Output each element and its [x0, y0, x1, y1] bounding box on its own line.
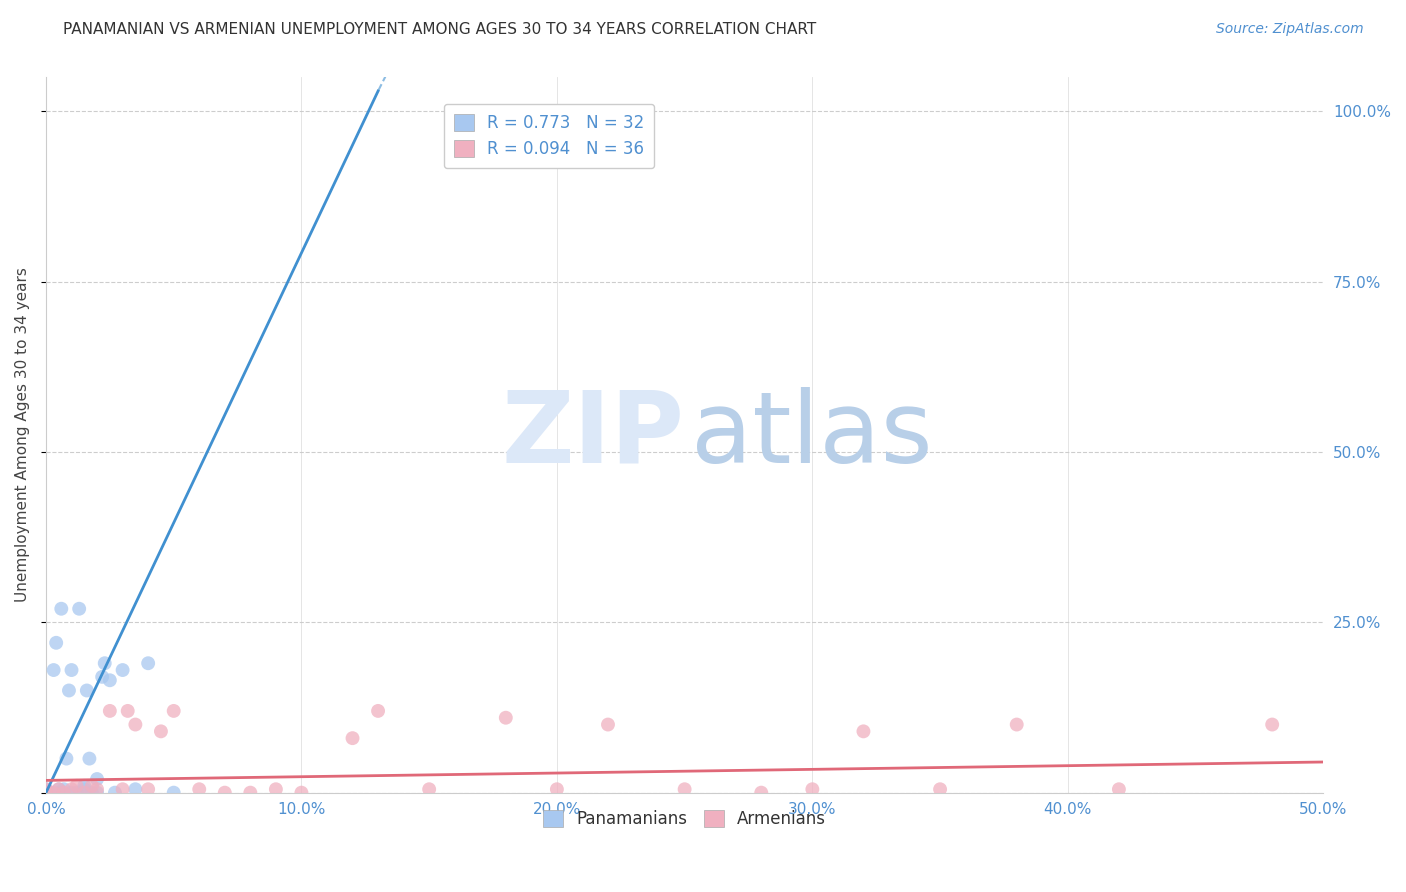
Point	[76, 683, 98, 698]
Point	[111, 782, 134, 797]
Point	[86, 786, 108, 800]
Point	[124, 717, 146, 731]
Point	[1108, 782, 1130, 797]
Point	[546, 782, 568, 797]
Point	[136, 782, 159, 797]
Point	[73, 786, 96, 800]
Point	[35, 786, 58, 800]
Point	[35, 782, 58, 797]
Point	[73, 782, 96, 797]
Point	[749, 786, 772, 800]
Point	[35, 782, 58, 797]
Point	[852, 724, 875, 739]
Point	[67, 601, 90, 615]
Point	[929, 782, 952, 797]
Point	[418, 782, 440, 797]
Text: PANAMANIAN VS ARMENIAN UNEMPLOYMENT AMONG AGES 30 TO 34 YEARS CORRELATION CHART: PANAMANIAN VS ARMENIAN UNEMPLOYMENT AMON…	[63, 22, 817, 37]
Point	[39, 786, 62, 800]
Point	[73, 779, 96, 793]
Point	[52, 786, 75, 800]
Point	[596, 717, 619, 731]
Point	[42, 663, 65, 677]
Point	[52, 782, 75, 797]
Text: atlas: atlas	[690, 386, 932, 483]
Point	[86, 772, 108, 786]
Point	[98, 673, 121, 688]
Point	[48, 782, 70, 797]
Point	[58, 683, 80, 698]
Point	[60, 782, 83, 797]
Point	[117, 704, 139, 718]
Point	[136, 657, 159, 671]
Point	[104, 786, 127, 800]
Point	[264, 782, 287, 797]
Point	[124, 782, 146, 797]
Point	[80, 786, 103, 800]
Point	[342, 731, 364, 746]
Point	[495, 711, 517, 725]
Text: Source: ZipAtlas.com: Source: ZipAtlas.com	[1216, 22, 1364, 37]
Point	[42, 786, 65, 800]
Point	[55, 751, 77, 765]
Point	[80, 779, 103, 793]
Point	[239, 786, 262, 800]
Point	[673, 782, 696, 797]
Point	[214, 786, 236, 800]
Point	[443, 112, 465, 126]
Legend: Panamanians, Armenians: Panamanians, Armenians	[536, 803, 832, 834]
Point	[60, 786, 83, 800]
Point	[149, 724, 172, 739]
Point	[367, 704, 389, 718]
Point	[45, 636, 67, 650]
Point	[86, 782, 108, 797]
Point	[66, 786, 89, 800]
Point	[66, 779, 89, 793]
Point	[188, 782, 211, 797]
Point	[98, 704, 121, 718]
Text: ZIP: ZIP	[502, 386, 685, 483]
Point	[111, 663, 134, 677]
Point	[48, 782, 70, 797]
Point	[1005, 717, 1028, 731]
Point	[163, 704, 186, 718]
Point	[51, 601, 73, 615]
Point	[35, 786, 58, 800]
Point	[93, 657, 115, 671]
Point	[482, 104, 505, 119]
Point	[163, 786, 186, 800]
Y-axis label: Unemployment Among Ages 30 to 34 years: Unemployment Among Ages 30 to 34 years	[15, 268, 30, 602]
Point	[79, 751, 101, 765]
Point	[801, 782, 824, 797]
Point	[60, 663, 83, 677]
Point	[290, 786, 312, 800]
Point	[1261, 717, 1284, 731]
Point	[48, 786, 70, 800]
Point	[91, 670, 114, 684]
